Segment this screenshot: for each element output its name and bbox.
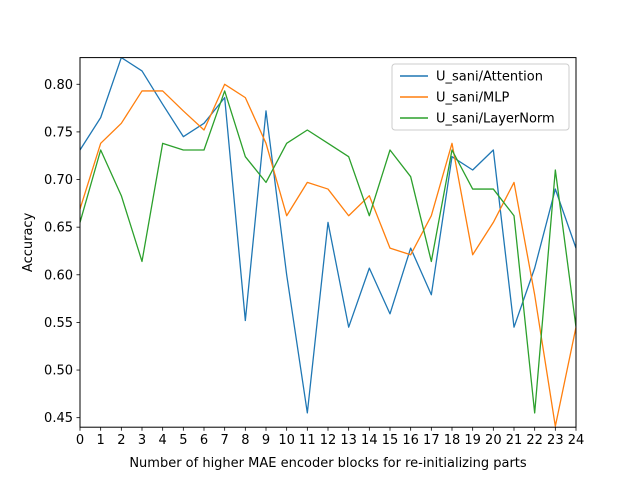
x-axis: 0 1 2 3 4 5 6 7 8 9 10 11 12 13 14 15 16 17 18 19 20 21 22 23 24 — [76, 427, 584, 448]
x-tick-label: 8 — [241, 433, 249, 448]
y-tick-label: 0.60 — [44, 268, 73, 283]
series-line-1 — [80, 57, 576, 414]
x-tick-label: 12 — [320, 433, 337, 448]
y-tick-label: 0.75 — [44, 125, 73, 140]
series-layer — [80, 57, 576, 427]
x-tick-label: 19 — [464, 433, 481, 448]
x-axis-label: Number of higher MAE encoder blocks for … — [129, 456, 527, 471]
y-tick-label: 0.50 — [44, 364, 73, 379]
legend-label: U_sani/Attention — [436, 70, 543, 85]
x-tick-label: 16 — [402, 433, 419, 448]
x-tick-label: 3 — [138, 433, 146, 448]
x-tick-label: 9 — [262, 433, 270, 448]
y-tick-label: 0.65 — [44, 221, 73, 236]
x-tick-label: 22 — [526, 433, 543, 448]
x-tick-label: 10 — [278, 433, 295, 448]
y-tick-label: 0.45 — [44, 411, 73, 426]
x-tick-label: 0 — [76, 433, 84, 448]
series-line-2 — [80, 83, 576, 427]
x-tick-label: 5 — [179, 433, 187, 448]
x-tick-label: 7 — [221, 433, 229, 448]
x-tick-label: 6 — [200, 433, 208, 448]
x-tick-label: 24 — [568, 433, 585, 448]
x-tick-label: 23 — [547, 433, 564, 448]
x-tick-label: 21 — [506, 433, 523, 448]
legend-box — [391, 63, 570, 131]
x-tick-label: 15 — [382, 433, 399, 448]
legend: U_sani/Attention U_sani/MLP U_sani/LayerNo… — [391, 63, 570, 131]
x-tick-label: 17 — [423, 433, 440, 448]
legend-label: U_sani/MLP — [436, 91, 509, 106]
x-tick-label: 20 — [485, 433, 502, 448]
x-tick-label: 2 — [117, 433, 125, 448]
y-tick-label: 0.70 — [44, 173, 73, 188]
legend-label: U_sani/LayerNorm — [436, 112, 555, 127]
x-tick-label: 4 — [159, 433, 167, 448]
x-tick-label: 1 — [97, 433, 105, 448]
y-axis-label: Accuracy — [21, 212, 36, 272]
x-tick-label: 11 — [299, 433, 316, 448]
x-tick-label: 18 — [444, 433, 461, 448]
y-axis: 0.45 0.50 0.55 0.60 0.65 0.70 0.75 0.80 — [44, 78, 80, 426]
x-tick-label: 14 — [361, 433, 378, 448]
x-tick-label: 13 — [340, 433, 357, 448]
y-tick-label: 0.80 — [44, 78, 73, 93]
y-tick-label: 0.55 — [44, 316, 73, 331]
series-line-3 — [80, 90, 576, 414]
